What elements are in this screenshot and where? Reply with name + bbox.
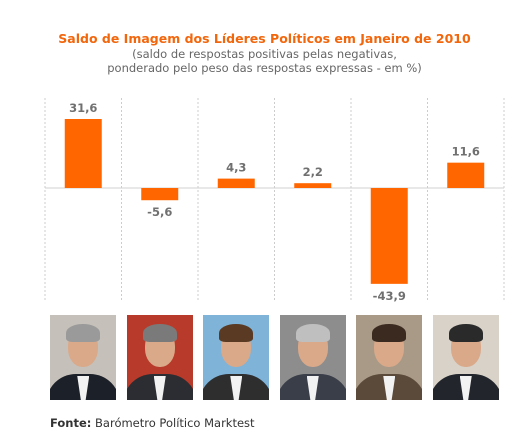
data-label: 31,6 [69,101,97,115]
photo-hair [142,324,177,342]
subtitle-line: ponderado pelo peso das respostas expres… [107,61,422,75]
bar [294,183,332,188]
photo-hair [219,324,254,342]
leader-photo [203,315,270,400]
source-label: Fonte: [50,416,92,430]
data-label: 2,2 [303,165,323,179]
data-label: -43,9 [373,289,406,303]
leader-photo [279,315,346,400]
source-text: Barómetro Político Marktest [91,416,255,430]
subtitle-line: (saldo de respostas positivas pelas nega… [132,47,397,61]
photo-shirt [306,376,319,400]
bar [141,188,179,201]
bar [447,162,485,188]
photo-shirt [230,376,243,400]
photo-hair [372,324,407,342]
leader-photo [432,315,499,400]
photo-hair [448,324,483,342]
photo-shirt [459,376,472,400]
source-note: Fonte: Barómetro Político Marktest [50,416,255,430]
photo-shirt [77,376,90,400]
data-label: 4,3 [226,161,246,175]
photo-shirt [153,376,166,400]
leader-photo [356,315,423,400]
photo-hair [295,324,330,342]
bar [370,188,408,284]
photo-shirt [383,376,396,400]
leader-photo [50,315,117,400]
leader-photos [0,315,529,405]
data-label: -5,6 [147,205,172,219]
photo-hair [66,324,101,342]
chart-subtitle: (saldo de respostas positivas pelas nega… [0,47,529,75]
bar [64,119,102,188]
bar-chart: 31,6 -5,6 4,3 2,2 -43,9 11,6 [44,98,505,303]
bar [217,178,255,188]
data-label: 11,6 [452,145,480,159]
chart-title: Saldo de Imagem dos Líderes Políticos em… [58,31,471,46]
leader-photo [126,315,193,400]
